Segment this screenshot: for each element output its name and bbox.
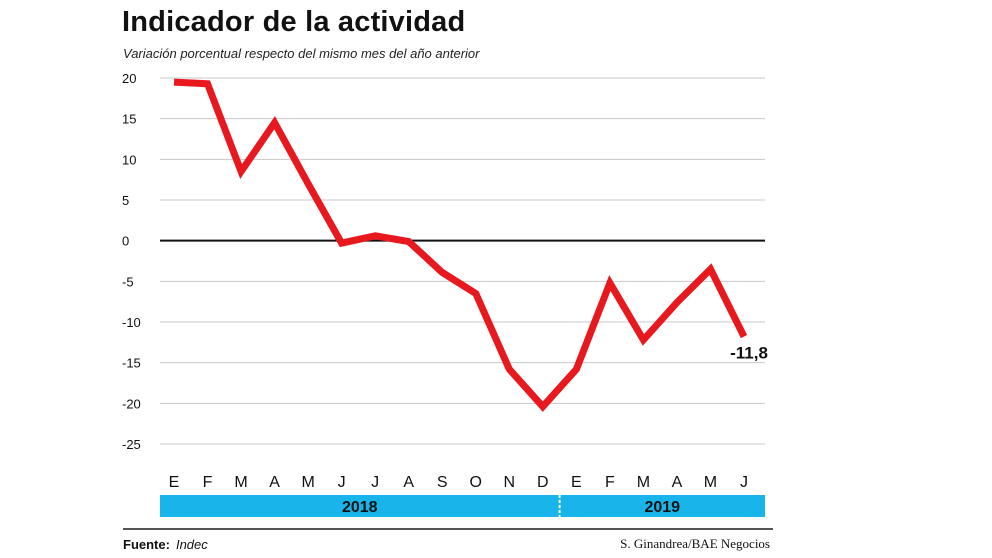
photo-wheel — [228, 348, 252, 372]
x-tick-label: J — [338, 474, 346, 491]
x-tick-label: E — [571, 474, 582, 491]
x-tick-label: A — [672, 474, 683, 491]
chart-subtitle: Variación porcentual respecto del mismo … — [123, 46, 480, 61]
x-tick-label: A — [403, 474, 414, 491]
y-tick-label: 0 — [122, 234, 129, 249]
x-tick-label: E — [169, 474, 180, 491]
photo-backhoe-arm — [245, 275, 320, 345]
year-band — [559, 495, 765, 517]
y-tick-label: 5 — [122, 193, 129, 208]
y-tick-label: -25 — [122, 437, 141, 452]
photo-worker — [428, 345, 444, 395]
x-tick-label: F — [605, 474, 615, 491]
line-chart: 20 15 10 5 0 -5 -10 -15 -20 -25 -11,8 E F M A M J J A S O N… — [122, 71, 768, 517]
x-tick-label: M — [234, 474, 247, 491]
credit-note: S. Ginandrea/BAE Negocios — [620, 536, 770, 551]
y-tick-label: -15 — [122, 356, 141, 371]
y-tick-label: -20 — [122, 396, 141, 411]
source-label: Fuente: — [123, 537, 170, 552]
x-tick-label: F — [203, 474, 213, 491]
photo-worker — [196, 290, 212, 312]
x-tick-label: J — [371, 474, 379, 491]
x-tick-label: S — [437, 474, 448, 491]
source-value: Indec — [175, 537, 208, 552]
x-tick-label: N — [504, 474, 516, 491]
series-line — [173, 78, 748, 412]
photo-wheel — [176, 346, 204, 374]
x-tick-label: O — [470, 474, 482, 491]
y-tick-label: 10 — [122, 152, 136, 167]
footer-rule — [123, 528, 773, 530]
photo-trench — [280, 385, 440, 440]
year-band — [160, 495, 560, 517]
y-tick-label: 15 — [122, 112, 136, 127]
chart-title: Indicador de la actividad — [122, 6, 466, 38]
year-label: 2018 — [342, 499, 378, 516]
x-tick-label: D — [537, 474, 549, 491]
x-tick-label: M — [301, 474, 314, 491]
data-label: -11,8 — [730, 344, 768, 363]
x-tick-label: A — [269, 474, 280, 491]
x-tick-label: J — [740, 474, 748, 491]
y-tick-label: 20 — [122, 71, 136, 86]
y-tick-label: -10 — [122, 315, 141, 330]
year-label: 2019 — [644, 499, 680, 516]
x-tick-label: M — [704, 474, 717, 491]
x-tick-label: M — [637, 474, 650, 491]
photo-worker — [322, 328, 334, 368]
source-note: Fuente: Indec — [123, 537, 208, 552]
y-tick-label: -5 — [122, 274, 134, 289]
